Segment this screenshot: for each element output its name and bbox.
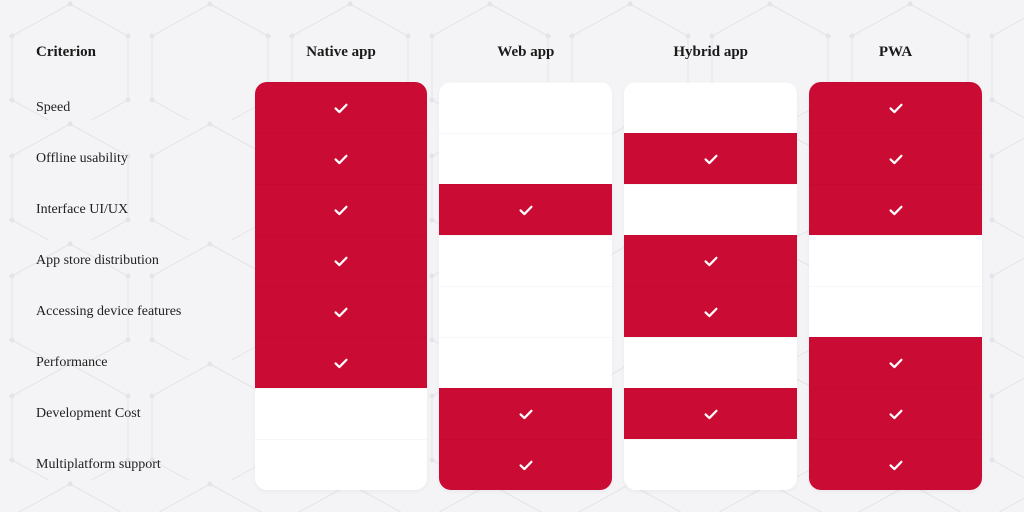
check-icon: [332, 354, 350, 372]
row-label-5: Performance: [36, 337, 249, 388]
cell-r5-c1: [439, 337, 612, 388]
check-icon: [702, 303, 720, 321]
cell-r6-c3: [809, 388, 982, 439]
cell-r7-c1: [439, 439, 612, 490]
cell-r2-c1: [439, 184, 612, 235]
header-criterion: Criterion: [36, 36, 249, 82]
cell-r7-c3: [809, 439, 982, 490]
check-icon: [887, 99, 905, 117]
row-label-4: Accessing device features: [36, 286, 249, 337]
check-icon: [887, 456, 905, 474]
row-label-2: Interface UI/UX: [36, 184, 249, 235]
row-label-3: App store distribution: [36, 235, 249, 286]
cell-r4-c0: [255, 286, 428, 337]
cell-r4-c2: [624, 286, 797, 337]
row-label-7: Multiplatform support: [36, 439, 249, 490]
cell-r1-c1: [439, 133, 612, 184]
cell-r0-c0: [255, 82, 428, 133]
check-icon: [517, 201, 535, 219]
check-icon: [332, 201, 350, 219]
cell-r6-c0: [255, 388, 428, 439]
check-icon: [517, 405, 535, 423]
cell-r6-c1: [439, 388, 612, 439]
check-icon: [887, 201, 905, 219]
cell-r5-c2: [624, 337, 797, 388]
data-column-2: [624, 82, 797, 490]
cell-r3-c3: [809, 235, 982, 286]
cell-r2-c0: [255, 184, 428, 235]
header-col-1: Web app: [433, 36, 618, 82]
cell-r3-c0: [255, 235, 428, 286]
row-label-1: Offline usability: [36, 133, 249, 184]
cell-r0-c2: [624, 82, 797, 133]
cell-r5-c0: [255, 337, 428, 388]
data-column-1: [439, 82, 612, 490]
cell-r4-c1: [439, 286, 612, 337]
check-icon: [517, 456, 535, 474]
cell-r0-c1: [439, 82, 612, 133]
check-icon: [332, 150, 350, 168]
check-icon: [887, 150, 905, 168]
cell-r5-c3: [809, 337, 982, 388]
cell-r7-c0: [255, 439, 428, 490]
cell-r7-c2: [624, 439, 797, 490]
cell-r2-c3: [809, 184, 982, 235]
cell-r3-c1: [439, 235, 612, 286]
check-icon: [702, 150, 720, 168]
check-icon: [332, 252, 350, 270]
row-label-0: Speed: [36, 82, 249, 133]
data-column-0: [255, 82, 428, 490]
cell-r6-c2: [624, 388, 797, 439]
cell-r1-c0: [255, 133, 428, 184]
header-col-2: Hybrid app: [618, 36, 803, 82]
header-col-3: PWA: [803, 36, 988, 82]
data-column-3: [809, 82, 982, 490]
row-label-6: Development Cost: [36, 388, 249, 439]
check-icon: [332, 303, 350, 321]
comparison-table: CriterionNative appWeb appHybrid appPWA S…: [0, 0, 1024, 512]
check-icon: [702, 405, 720, 423]
cell-r1-c3: [809, 133, 982, 184]
cell-r1-c2: [624, 133, 797, 184]
check-icon: [332, 99, 350, 117]
cell-r4-c3: [809, 286, 982, 337]
check-icon: [887, 405, 905, 423]
check-icon: [702, 252, 720, 270]
check-icon: [887, 354, 905, 372]
header-col-0: Native app: [249, 36, 434, 82]
cell-r0-c3: [809, 82, 982, 133]
cell-r2-c2: [624, 184, 797, 235]
cell-r3-c2: [624, 235, 797, 286]
